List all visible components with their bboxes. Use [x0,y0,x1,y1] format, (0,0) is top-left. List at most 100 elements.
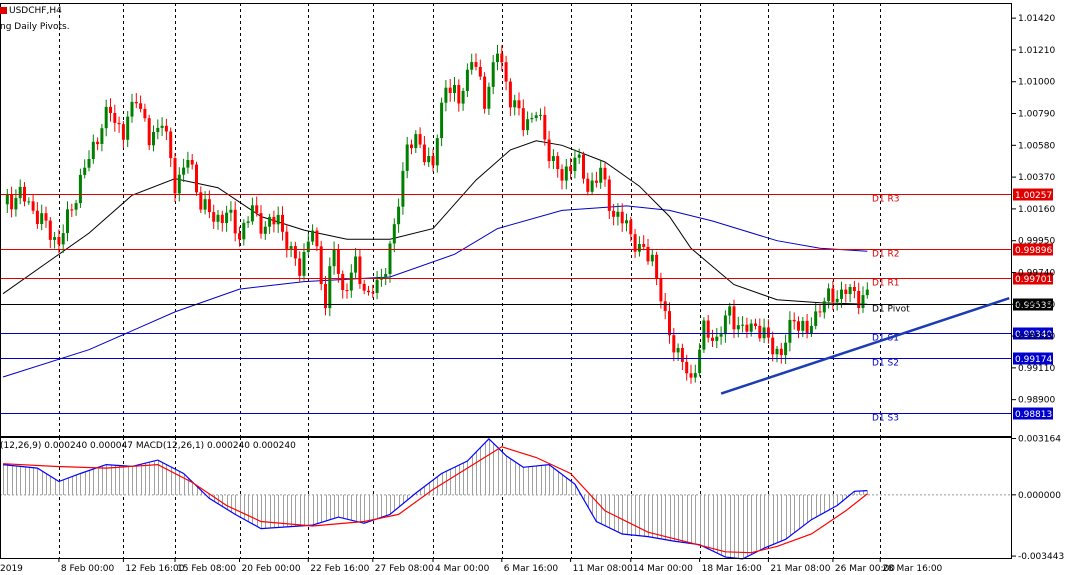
candle-body [422,144,426,163]
candle-body [87,159,91,168]
candle-body [315,230,319,247]
candle-body [766,327,770,338]
candle-body [10,194,14,210]
candle-body [319,246,323,284]
candle-body [164,125,168,132]
candle-body [556,156,560,170]
candle-body [599,167,603,183]
candle-body [195,164,198,193]
candle-body [70,209,74,211]
candle-body [109,106,112,113]
candle-body [835,298,839,302]
candle-body [31,201,35,211]
candle-body [53,237,57,240]
candle-body [539,114,542,116]
macd-y-tick-label: -0.003443 [1018,552,1064,562]
candle-body [169,131,173,159]
x-tick-label: 4 Mar 00:00 [435,564,490,574]
candle-body [220,214,224,223]
macd-label: (12,26,9) 0.000240 0.000047 MACD(12,26,1… [0,441,296,451]
candle-body [590,180,594,192]
candle-body [676,348,680,353]
macd-line [2,437,868,560]
candle-body [801,320,805,331]
support-trendline [720,297,1010,395]
y-tick-label: 0.99530 [1018,300,1055,310]
price-tag [1013,188,1053,201]
trendline[interactable] [720,297,1010,395]
candle-body [392,224,396,244]
sma-slow-line [2,205,868,378]
candle-body [263,226,267,234]
candle-body [233,209,237,234]
candle-body [259,213,263,234]
pivot-label: D1 R1 [872,279,900,289]
candle-body [496,53,499,63]
candle-body [66,209,69,234]
candle-body [388,243,392,274]
candle-body [225,212,229,223]
candle-body [349,272,353,291]
x-tick-label: 22 Feb 16:00 [310,564,369,574]
candle-body [83,167,87,175]
candle-body [418,134,422,145]
candle-body [405,144,409,171]
candle-body [177,174,181,194]
x-tick-label: 12 Feb 16:00 [125,564,184,574]
candle-body [513,100,517,108]
candle-body [745,324,749,332]
candle-body [784,342,788,356]
price-tag [1013,243,1053,256]
candle-body [758,325,762,339]
candle-body [564,166,568,181]
candle-body [620,211,624,224]
candle-body [457,85,461,104]
candle-body [573,157,577,171]
pivot-label: D1 Pivot [872,305,910,315]
candle-body [526,119,530,131]
candle-body [465,69,469,91]
candle-body [814,311,818,326]
candle-body [680,348,684,362]
candle-body [663,301,667,312]
candle-body [272,216,276,225]
candle-body [40,213,44,224]
candle-body [117,122,121,125]
candle-body [212,212,216,222]
macd-panel-frame [0,437,1012,559]
candle-body [723,315,727,335]
candle-body [134,101,138,104]
candle-body [693,373,697,378]
candle-body [173,158,177,194]
candle-body [840,289,843,299]
candle-body [130,101,134,117]
candle-body [35,210,39,224]
candle-body [625,220,628,224]
pivot-label: D1 R2 [872,250,900,260]
candle-body [242,222,246,240]
candle-body [594,180,598,183]
x-tick-label: 11 Mar 08:00 [573,564,633,574]
x-tick-label: 8 Feb 00:00 [61,564,115,574]
candle-body [444,87,448,103]
candle-body [324,284,327,309]
candle-body [96,141,100,145]
candle-body [362,283,366,291]
candle-body [18,186,22,199]
x-tick-label: 2019 [0,564,23,574]
candle-body [551,156,555,161]
candle-body [852,287,856,291]
candle-body [629,220,633,235]
candle-body [238,233,241,240]
panel-frames [0,3,1012,559]
y-tick-label: 1.01210 [1018,46,1055,56]
candle-body [207,199,211,213]
candle-body [775,348,779,355]
candle-body [152,132,155,146]
candle-body [74,203,78,210]
candle-body [487,86,491,109]
macd-y-tick-label: 0.003164 [1018,435,1061,445]
symbol-header: USDCHF,H4 [0,6,62,16]
